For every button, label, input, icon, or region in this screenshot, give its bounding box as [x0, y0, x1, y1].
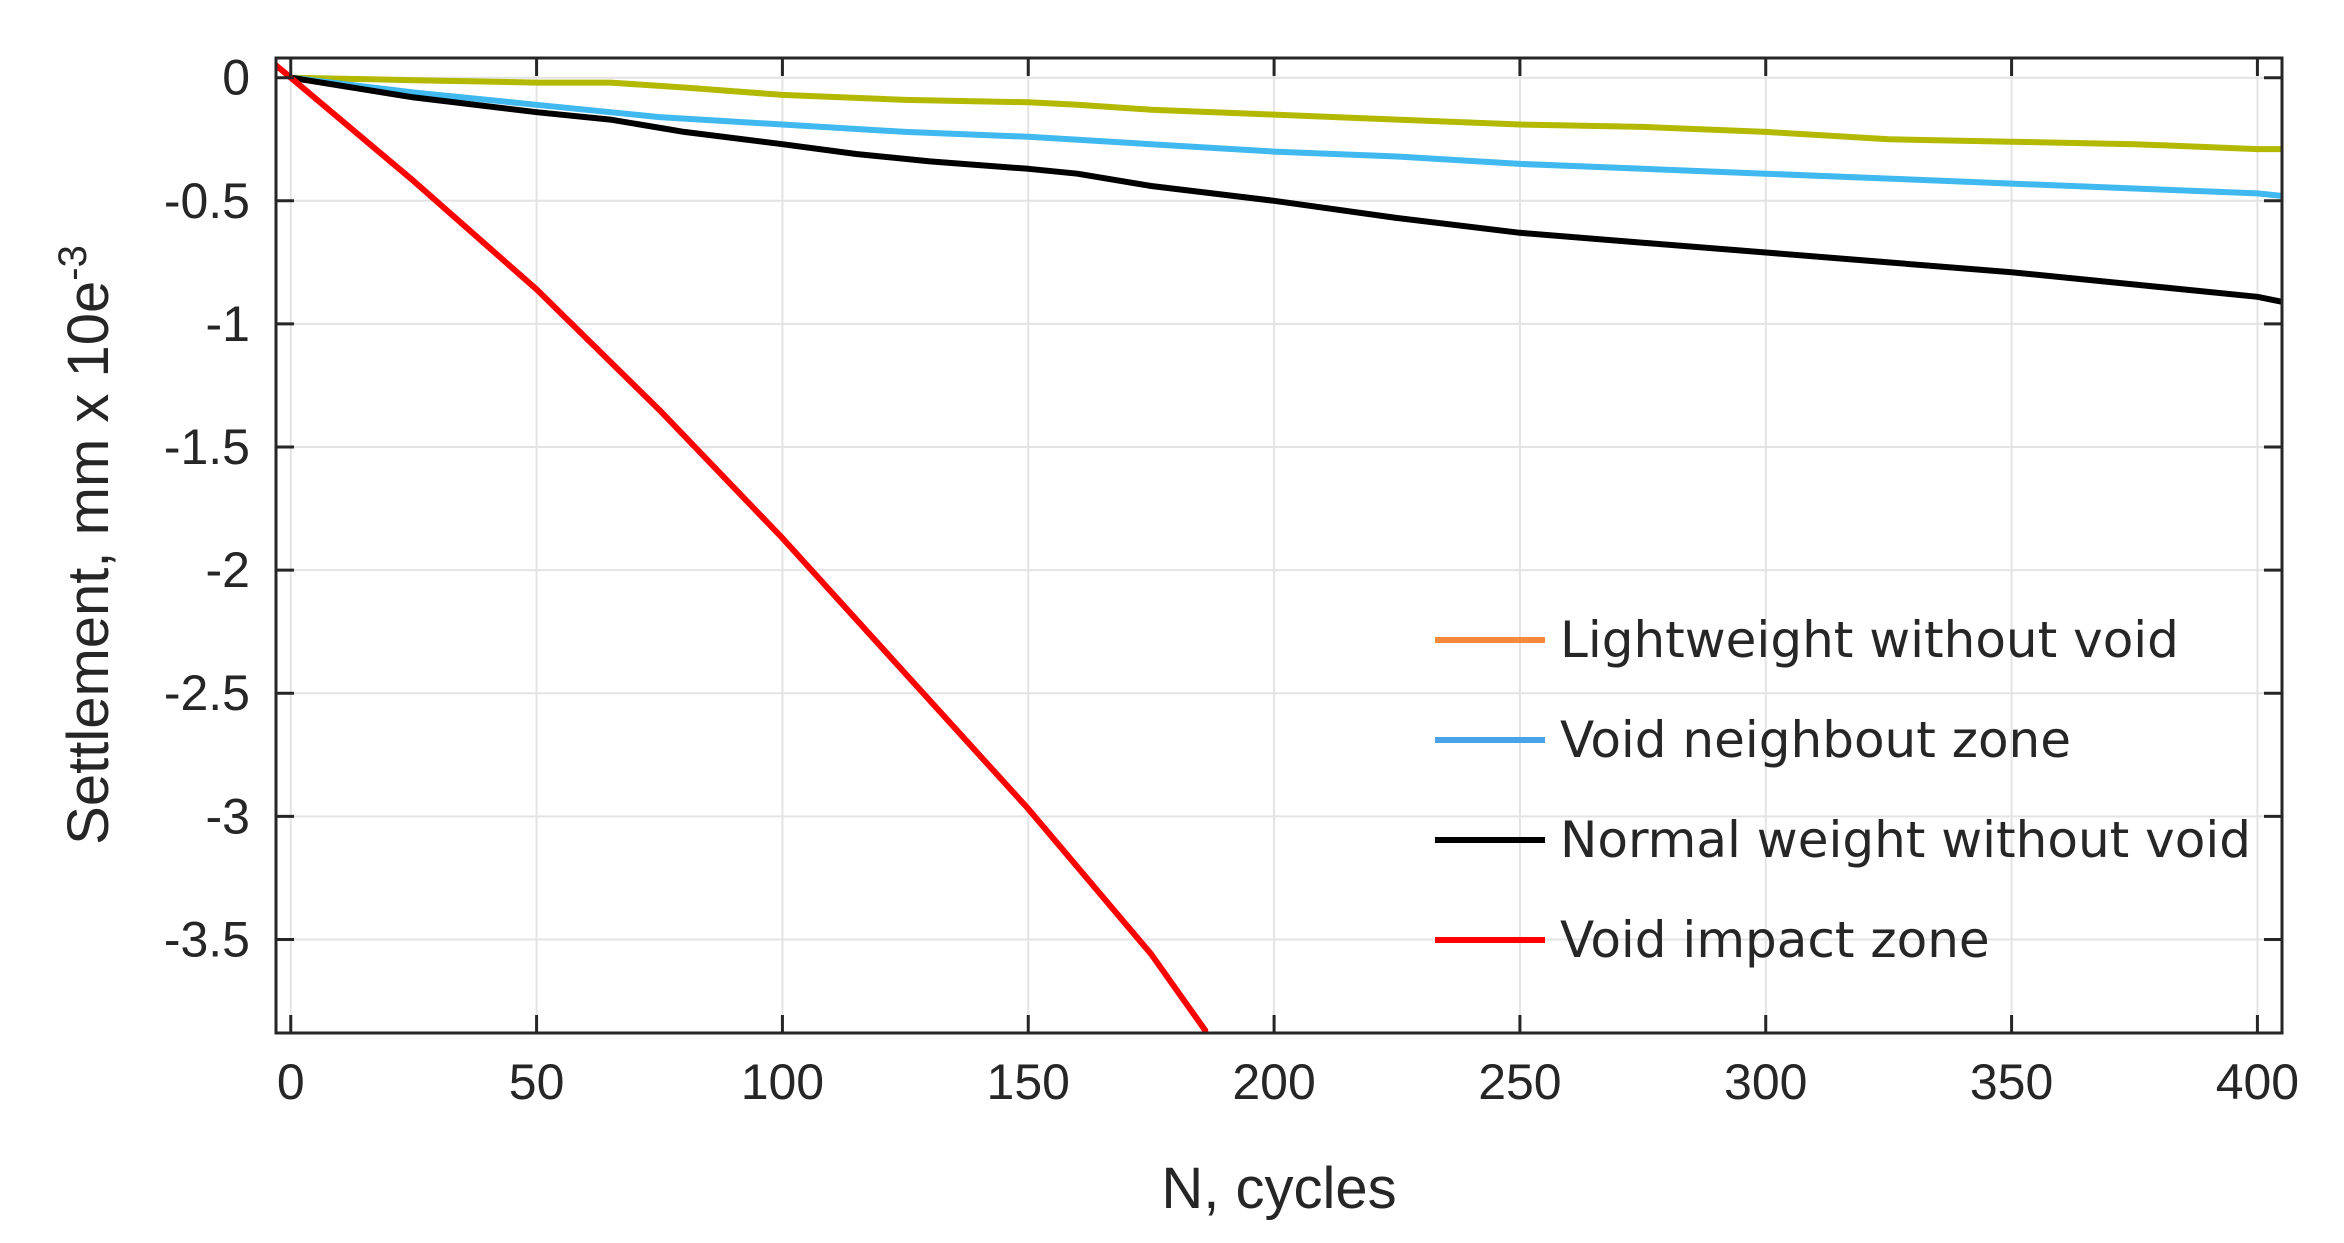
plot-frame: [274, 56, 2284, 1035]
x-tick-label: 400: [2216, 1054, 2299, 1110]
x-axis-label: N, cycles: [1161, 1156, 1396, 1221]
y-tick-label: -1: [206, 296, 250, 352]
series-lines: [276, 62, 2282, 1033]
x-tick-label: 50: [509, 1054, 565, 1110]
legend-label-lightweight-without-void: Lightweight without void: [1560, 611, 2179, 669]
plot-area: [276, 58, 2282, 1033]
x-tick-label: 250: [1478, 1054, 1561, 1110]
legend-label-normal-weight-without-void: Normal weight without void: [1560, 811, 2251, 869]
y-axis-label: Settlement, mm x 10e-3: [51, 245, 121, 845]
series-line-void-impact-zone: [276, 62, 1209, 1033]
legend-label-void-impact-zone: Void impact zone: [1560, 911, 1990, 969]
x-tick-label: 100: [741, 1054, 824, 1110]
y-tick-label: -1.5: [164, 419, 250, 475]
y-axis-ticks: 0 -0.5 -1 -1.5 -2 -2.5 -3 -3.5: [164, 50, 2282, 967]
y-tick-label: -0.5: [164, 173, 250, 229]
y-tick-label: 0: [222, 50, 250, 106]
y-tick-label: -2.5: [164, 665, 250, 721]
x-tick-label: 300: [1724, 1054, 1807, 1110]
legend: Lightweight without void Void neighbout z…: [1435, 611, 2251, 969]
legend-label-void-neighbout-zone: Void neighbout zone: [1560, 711, 2071, 769]
y-axis-label-exponent: -3: [51, 245, 95, 281]
y-tick-label: -2: [206, 542, 250, 598]
y-tick-label: -3.5: [164, 911, 250, 967]
series-line-normal-weight-without-void: [287, 74, 2282, 305]
x-axis-ticks: 0 50 100 150 200 250 300 350 400: [277, 58, 2299, 1110]
x-tick-label: 200: [1232, 1054, 1315, 1110]
x-tick-label: 350: [1970, 1054, 2053, 1110]
x-tick-label: 0: [277, 1054, 305, 1110]
series-line-void-neighbout-zone: [287, 74, 2282, 199]
y-axis-label-main: Settlement, mm x 10e: [56, 281, 121, 845]
x-tick-label: 150: [987, 1054, 1070, 1110]
y-tick-label: -3: [206, 788, 250, 844]
series-line-lightweight-without-void: [287, 74, 2282, 153]
